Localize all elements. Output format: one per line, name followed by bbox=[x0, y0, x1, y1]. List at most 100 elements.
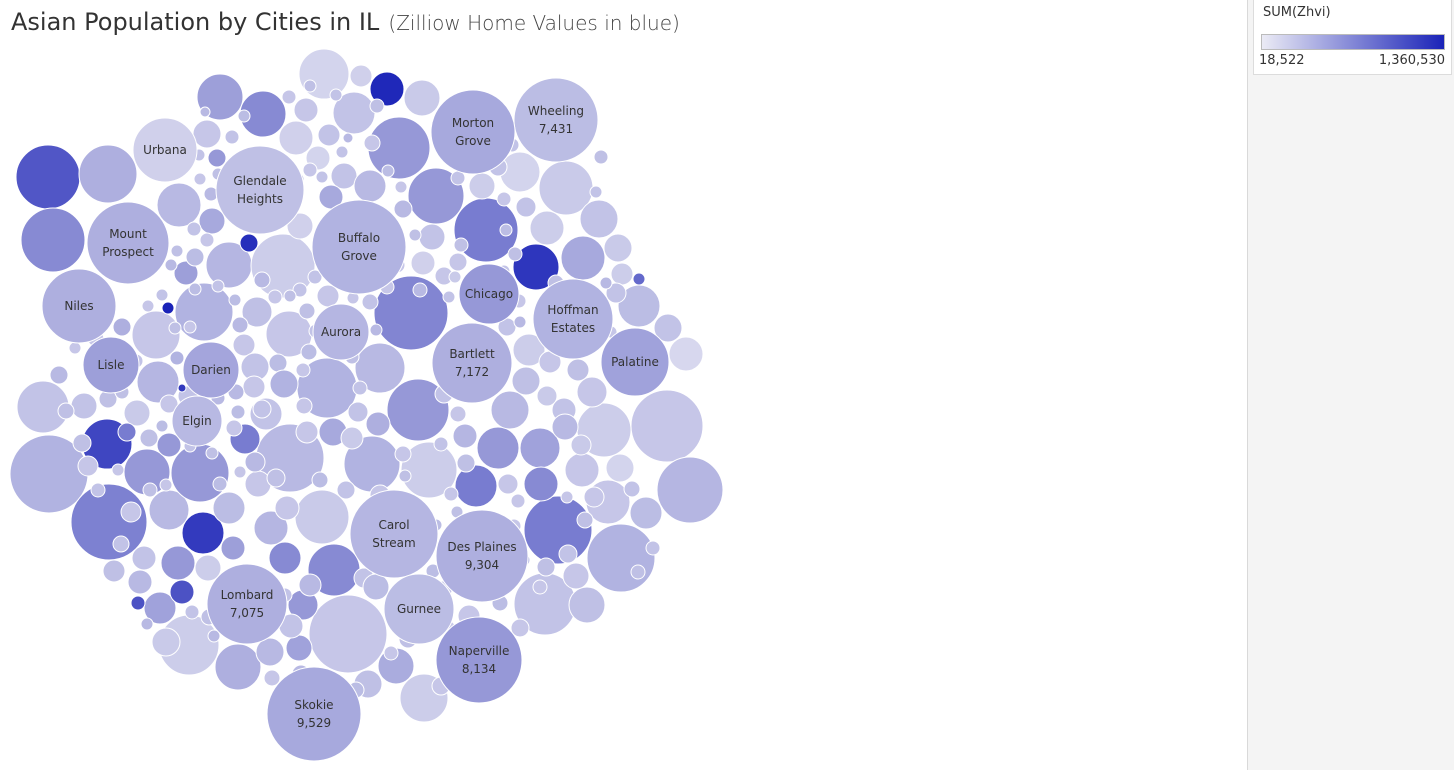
city-bubble[interactable] bbox=[605, 453, 635, 483]
city-bubble[interactable] bbox=[476, 426, 520, 470]
city-bubble[interactable] bbox=[170, 443, 230, 503]
city-bubble[interactable] bbox=[551, 413, 579, 441]
city-bubble[interactable] bbox=[255, 637, 285, 667]
city-bubble[interactable] bbox=[253, 510, 289, 546]
city-bubble[interactable] bbox=[490, 390, 530, 430]
city-bubble[interactable] bbox=[139, 428, 159, 448]
city-bubble[interactable] bbox=[78, 144, 138, 204]
city-bubble[interactable] bbox=[443, 486, 459, 502]
city-bubble[interactable] bbox=[72, 433, 92, 453]
city-bubble[interactable] bbox=[656, 456, 724, 524]
city-bubble[interactable] bbox=[353, 169, 387, 203]
city-bubble[interactable] bbox=[452, 423, 478, 449]
city-bubble[interactable] bbox=[448, 270, 462, 284]
city-bubble[interactable] bbox=[410, 250, 436, 276]
city-bubble[interactable] bbox=[562, 562, 590, 590]
city-bubble[interactable] bbox=[174, 282, 234, 342]
city-bubble[interactable] bbox=[141, 299, 155, 313]
city-bubble[interactable] bbox=[315, 170, 329, 184]
city-bubble[interactable] bbox=[242, 375, 266, 399]
city-bubble[interactable] bbox=[393, 199, 413, 219]
city-bubble[interactable] bbox=[529, 210, 565, 246]
city-bubble[interactable] bbox=[127, 569, 153, 595]
city-bubble[interactable] bbox=[383, 573, 455, 645]
city-bubble[interactable] bbox=[583, 486, 605, 508]
city-bubble[interactable] bbox=[15, 144, 81, 210]
city-bubble[interactable] bbox=[267, 289, 283, 305]
city-bubble[interactable] bbox=[536, 557, 556, 577]
city-bubble[interactable] bbox=[111, 463, 125, 477]
city-bubble[interactable] bbox=[499, 223, 513, 237]
city-bubble[interactable] bbox=[576, 511, 594, 529]
city-bubble[interactable] bbox=[205, 446, 219, 460]
city-bubble[interactable] bbox=[335, 145, 349, 159]
city-bubble[interactable] bbox=[295, 420, 319, 444]
city-bubble[interactable] bbox=[354, 342, 406, 394]
city-bubble[interactable] bbox=[523, 466, 559, 502]
city-bubble[interactable] bbox=[274, 495, 300, 521]
city-bubble[interactable] bbox=[212, 476, 228, 492]
city-bubble[interactable] bbox=[188, 282, 202, 296]
city-bubble[interactable] bbox=[102, 559, 126, 583]
city-bubble[interactable] bbox=[49, 365, 69, 385]
city-bubble[interactable] bbox=[570, 434, 592, 456]
city-bubble[interactable] bbox=[266, 666, 362, 762]
city-bubble[interactable] bbox=[192, 119, 222, 149]
city-bubble[interactable] bbox=[605, 282, 627, 304]
city-bubble[interactable] bbox=[312, 303, 370, 361]
city-bubble[interactable] bbox=[603, 233, 633, 263]
city-bubble[interactable] bbox=[352, 380, 368, 396]
city-bubble[interactable] bbox=[212, 491, 246, 525]
city-bubble[interactable] bbox=[347, 401, 369, 423]
city-bubble[interactable] bbox=[230, 404, 246, 420]
city-bubble[interactable] bbox=[369, 323, 383, 337]
city-bubble[interactable] bbox=[373, 275, 449, 351]
city-bubble[interactable] bbox=[155, 288, 169, 302]
city-bubble[interactable] bbox=[513, 315, 527, 329]
city-bubble[interactable] bbox=[292, 282, 308, 298]
city-bubble[interactable] bbox=[512, 243, 560, 291]
city-bubble[interactable] bbox=[231, 316, 249, 334]
city-bubble[interactable] bbox=[156, 432, 182, 458]
city-bubble[interactable] bbox=[185, 247, 205, 267]
city-bubble[interactable] bbox=[365, 411, 391, 437]
city-bubble[interactable] bbox=[610, 262, 634, 286]
city-bubble[interactable] bbox=[90, 482, 106, 498]
city-bubble[interactable] bbox=[237, 109, 251, 123]
city-bubble[interactable] bbox=[300, 343, 318, 361]
city-bubble[interactable] bbox=[263, 669, 281, 687]
city-bubble[interactable] bbox=[252, 399, 272, 419]
city-bubble[interactable] bbox=[281, 89, 297, 105]
city-bubble[interactable] bbox=[630, 389, 704, 463]
city-bubble[interactable] bbox=[241, 296, 273, 328]
city-bubble[interactable] bbox=[645, 540, 661, 556]
city-bubble[interactable] bbox=[186, 221, 202, 237]
city-bubble[interactable] bbox=[232, 333, 256, 357]
city-bubble[interactable] bbox=[143, 591, 177, 625]
city-bubble[interactable] bbox=[269, 369, 299, 399]
city-bubble[interactable] bbox=[369, 98, 385, 114]
city-bubble[interactable] bbox=[632, 272, 646, 286]
city-bubble[interactable] bbox=[155, 419, 169, 433]
city-bubble[interactable] bbox=[511, 366, 541, 396]
city-bubble[interactable] bbox=[161, 301, 175, 315]
city-bubble[interactable] bbox=[215, 145, 305, 235]
city-bubble[interactable] bbox=[629, 496, 663, 530]
city-bubble[interactable] bbox=[86, 201, 170, 285]
city-bubble[interactable] bbox=[211, 279, 225, 293]
city-bubble[interactable] bbox=[363, 134, 381, 152]
city-bubble[interactable] bbox=[181, 511, 225, 555]
city-bubble[interactable] bbox=[120, 501, 142, 523]
city-bubble[interactable] bbox=[398, 469, 412, 483]
city-bubble[interactable] bbox=[233, 465, 247, 479]
city-bubble[interactable] bbox=[523, 495, 593, 565]
city-bubble[interactable] bbox=[532, 278, 614, 360]
city-bubble[interactable] bbox=[151, 627, 181, 657]
city-bubble[interactable] bbox=[70, 483, 148, 561]
city-bubble[interactable] bbox=[173, 260, 199, 286]
city-bubble[interactable] bbox=[532, 579, 548, 595]
city-bubble[interactable] bbox=[515, 196, 537, 218]
city-bubble[interactable] bbox=[412, 282, 428, 298]
city-bubble[interactable] bbox=[400, 441, 458, 499]
city-bubble[interactable] bbox=[362, 573, 390, 601]
